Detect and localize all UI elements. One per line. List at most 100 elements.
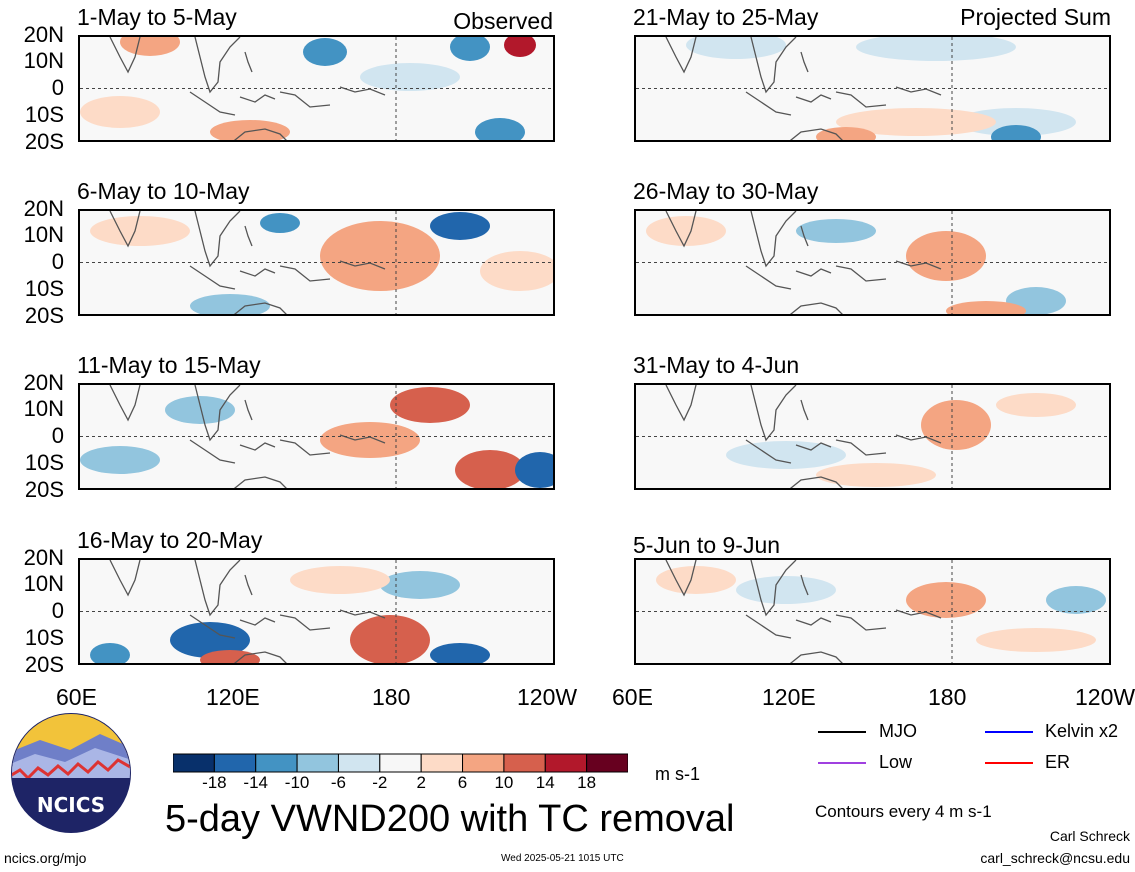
coastline <box>795 442 832 451</box>
coastline <box>109 560 141 597</box>
coastline <box>745 439 792 464</box>
anomaly-region <box>736 576 836 604</box>
lat-label: 10S <box>24 450 64 475</box>
legend-label-low: Low <box>879 752 913 772</box>
lat-label: 10N <box>23 571 64 596</box>
anomaly-region <box>976 628 1096 652</box>
lat-label: 20N <box>23 196 64 221</box>
map-panel-1 <box>78 35 555 142</box>
coastline <box>750 385 797 442</box>
coastline <box>194 37 241 94</box>
colorbar-tick: -6 <box>330 773 347 792</box>
anomaly-region <box>921 400 991 450</box>
colorbar-swatch <box>586 753 629 773</box>
panel-title-7: 16-May to 20-May <box>77 527 263 553</box>
coastline <box>233 651 287 663</box>
colorbar-tick: -14 <box>243 773 268 792</box>
lat-label: 10N <box>23 48 64 73</box>
colorbar-tick: -2 <box>372 773 388 792</box>
anomaly-region <box>210 120 290 140</box>
anomaly-region <box>200 650 260 663</box>
coastline <box>239 94 276 103</box>
coastline <box>895 260 942 270</box>
lat-label: 20N <box>23 370 64 395</box>
lat-label: 10S <box>24 102 64 127</box>
colorbar-tick: 14 <box>535 773 555 792</box>
coastline <box>800 225 809 247</box>
coastline <box>339 609 386 619</box>
coastline <box>279 265 331 282</box>
lon-label-180-right: 180 <box>928 684 967 710</box>
map-panel-3 <box>78 209 555 316</box>
colorbar-swatch <box>213 753 257 773</box>
logo-text: NCICS <box>37 793 105 817</box>
coastline <box>189 439 236 464</box>
legend-label-er: ER <box>1045 752 1071 772</box>
anomaly-region <box>90 643 130 663</box>
legend-label-kelvin: Kelvin x2 <box>1045 721 1119 741</box>
coastline <box>233 302 287 314</box>
coastline <box>279 91 331 108</box>
anomaly-region <box>350 615 430 663</box>
anomaly-region <box>656 566 736 594</box>
coastline <box>109 211 141 248</box>
coastline <box>745 614 792 639</box>
legend-line-low <box>818 762 866 764</box>
anomaly-region <box>480 251 553 291</box>
anomaly-region <box>996 393 1076 417</box>
coastline <box>239 617 276 626</box>
panel-title-2: 21-May to 25-May <box>633 4 819 30</box>
anomaly-region <box>430 643 490 663</box>
anomaly-region <box>726 441 846 469</box>
coastline <box>745 265 792 290</box>
anomaly-region <box>360 63 460 91</box>
coastline <box>895 609 942 619</box>
website-link[interactable]: ncics.org/mjo <box>4 850 87 866</box>
colorbar-swatch <box>337 753 381 773</box>
coastline <box>233 128 287 140</box>
anomaly-region <box>686 37 786 59</box>
anomaly-region <box>90 216 190 246</box>
coastline <box>795 94 832 103</box>
anomaly-region <box>475 118 525 140</box>
panel-label-observed: Observed <box>453 8 553 34</box>
colorbar-swatch <box>420 753 464 773</box>
coastline <box>109 385 141 422</box>
anomaly-region <box>80 446 160 474</box>
anomaly-region <box>120 37 180 56</box>
colorbar-swatch <box>255 753 298 773</box>
anomaly-region <box>320 221 440 291</box>
panel-title-3: 6-May to 10-May <box>77 178 250 204</box>
panel-title-4: 26-May to 30-May <box>633 178 819 204</box>
lat-label: 0 <box>51 423 64 448</box>
coastline <box>244 225 253 247</box>
coastline <box>339 434 386 444</box>
contour-note: Contours every 4 m s-1 <box>815 802 992 821</box>
anomaly-region <box>380 571 460 599</box>
anomaly-region <box>946 301 1026 314</box>
lat-label: 20N <box>23 22 64 47</box>
coastline <box>339 86 386 96</box>
colorbar-tick: 10 <box>494 773 514 792</box>
lon-label-60e-right: 60E <box>612 684 653 710</box>
coastline <box>244 51 253 73</box>
coastline <box>244 574 253 596</box>
lat-label: 0 <box>51 598 64 623</box>
legend-line-kelvin <box>985 731 1033 733</box>
coastline <box>189 91 236 116</box>
anomaly-region <box>165 396 235 424</box>
coastline <box>750 37 797 94</box>
ncics-logo: NCICS <box>10 712 132 834</box>
lat-label: 20S <box>24 652 64 677</box>
coastline <box>665 37 697 74</box>
colorbar-units: m s-1 <box>655 764 700 784</box>
coastline <box>194 211 241 268</box>
coastline <box>189 614 236 639</box>
coastline <box>789 651 843 663</box>
anomaly-region <box>906 231 986 281</box>
author-email[interactable]: carl_schreck@ncsu.edu <box>980 850 1130 866</box>
coastline <box>279 439 331 456</box>
anomaly-region <box>320 422 420 458</box>
colorbar-tick: 6 <box>457 773 468 792</box>
map-panel-8 <box>634 558 1111 665</box>
